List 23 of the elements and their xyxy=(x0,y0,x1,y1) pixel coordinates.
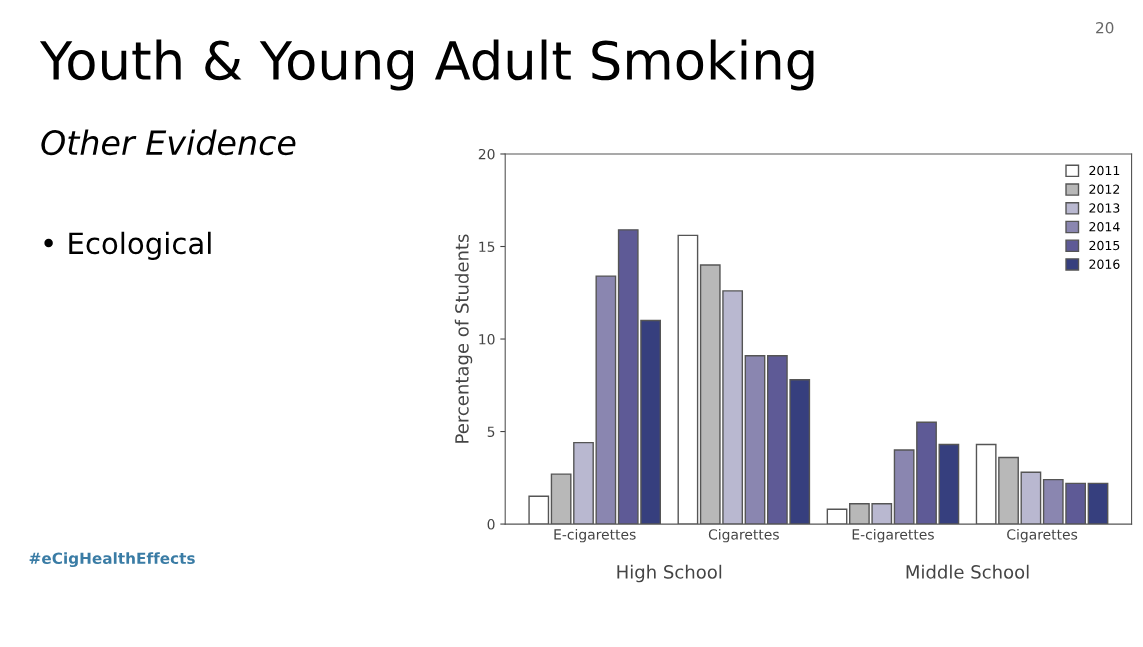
y-tick-label: 10 xyxy=(479,334,495,345)
text: #eCigHealthEffects xyxy=(29,552,195,568)
chart-title: Youth & Young Adult Smoking xyxy=(39,39,814,91)
y-tick-label: 0 xyxy=(487,519,495,530)
legend-label: 2015 xyxy=(1089,240,1120,251)
x-tick-label: E-cigarettes xyxy=(554,528,636,543)
x-tick-label: Cigarettes xyxy=(1007,528,1078,543)
y-axis-title: Percentage of Students xyxy=(454,234,473,443)
text: High School xyxy=(617,564,722,583)
x-tick-label: E-cigarettes xyxy=(852,528,934,543)
legend-label: 2014 xyxy=(1089,222,1120,232)
x-tick-label: Cigarettes xyxy=(708,528,779,543)
text: • Ecological xyxy=(44,231,211,260)
text: 20 xyxy=(1096,21,1114,34)
text: Other Evidence xyxy=(41,129,296,156)
legend-label: 2016 xyxy=(1089,259,1120,269)
y-tick-label: 15 xyxy=(479,241,495,252)
legend-label: 2012 xyxy=(1089,184,1120,195)
y-tick-label: 5 xyxy=(487,426,495,438)
text: Middle School xyxy=(906,564,1029,579)
y-tick-label: 20 xyxy=(478,148,495,160)
legend-label: 2011 xyxy=(1089,165,1120,176)
legend-label: 2013 xyxy=(1089,203,1120,213)
